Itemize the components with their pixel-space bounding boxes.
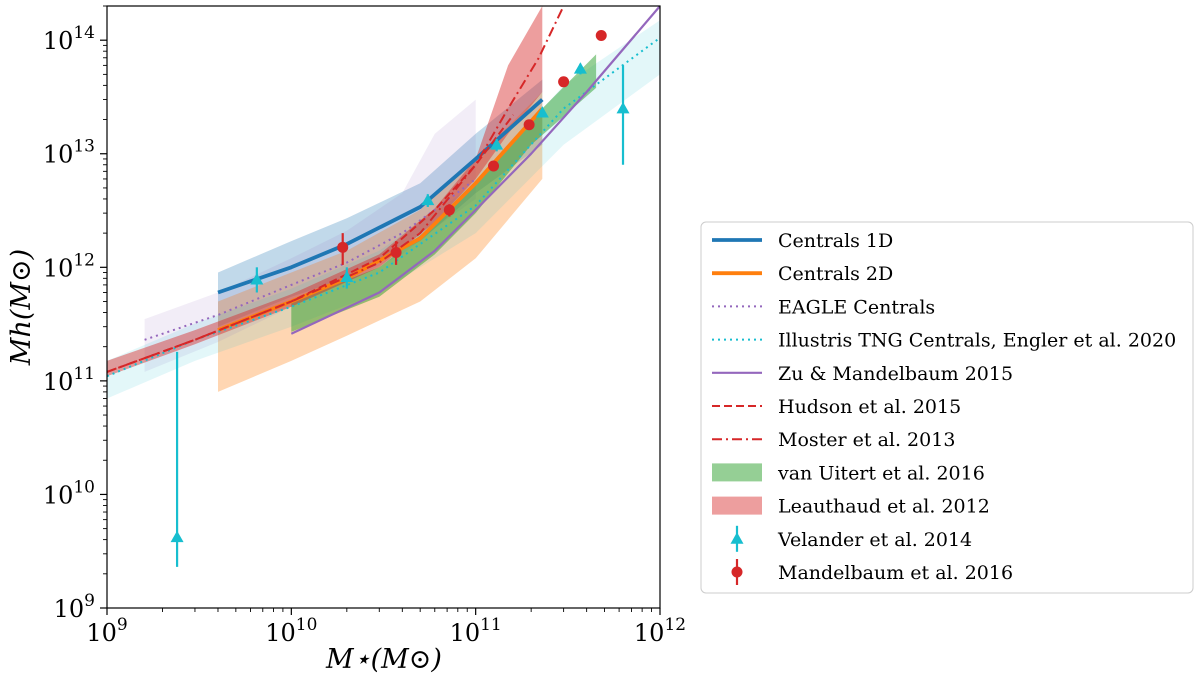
y-tick-label: 109 xyxy=(54,591,95,623)
mandelbaum-et-al-2016-point xyxy=(558,76,570,88)
mandelbaum-et-al-2016-point xyxy=(595,29,607,41)
y-tick-label: 1011 xyxy=(43,364,95,396)
zu-mandelbaum-2015-line xyxy=(290,6,660,335)
mandelbaum-et-al-2016-point xyxy=(390,247,402,259)
mandelbaum-et-al-2016-point xyxy=(523,119,535,131)
eagle-centrals-band xyxy=(144,99,476,372)
ticks-layer: 109 1010 1011 1012 109 1010 1011 1012 1013 1014 xyxy=(43,5,686,647)
mandelbaum-et-al-2016-point xyxy=(337,241,349,253)
van-uitert-et-al-2016-band xyxy=(291,54,597,332)
x-tick-label: 1012 xyxy=(634,615,686,647)
hudson-et-al-2015-line xyxy=(107,114,515,373)
x-tick-label: 1011 xyxy=(450,615,502,647)
legend-box xyxy=(700,221,1194,594)
eagle-centrals-line xyxy=(144,178,477,341)
legend-van-uitert-et-al-2016-swatch xyxy=(712,463,762,482)
legend-van-uitert-et-al-2016-label: van Uitert et al. 2016 xyxy=(777,462,985,484)
legend-leauthaud-et-al-2012-label: Leauthaud et al. 2012 xyxy=(778,496,990,518)
y-tick-label: 1014 xyxy=(43,23,95,55)
legend-mandelbaum-et-al-2016-swatch xyxy=(731,566,743,578)
mandelbaum-et-al-2016-point xyxy=(443,204,455,216)
lines-layer xyxy=(107,6,660,378)
y-tick-label: 1012 xyxy=(43,250,95,282)
leauthaud-et-al-2012-band xyxy=(107,6,543,377)
velander-et-al-2014-point xyxy=(170,530,184,543)
legend-mandelbaum-et-al-2016-label: Mandelbaum et al. 2016 xyxy=(778,562,1013,584)
y-tick-label: 1010 xyxy=(43,477,95,509)
mandelbaum-et-al-2016-point xyxy=(488,160,500,172)
x-tick-label: 1010 xyxy=(265,615,317,647)
legend-velander-et-al-2014-label: Velander et al. 2014 xyxy=(777,529,972,551)
velander-et-al-2014-point xyxy=(573,62,587,74)
plot-frame xyxy=(106,5,661,609)
legend-centrals-1d-label: Centrals 1D xyxy=(778,230,893,252)
legend-eagle-centrals-label: EAGLE Centrals xyxy=(778,296,935,318)
velander-et-al-2014-point xyxy=(250,273,264,285)
legend: Centrals 1D Centrals 2D EAGLE Centrals Illu… xyxy=(700,221,1194,594)
legend-hudson-et-al-2015-label: Hudson et al. 2015 xyxy=(778,396,961,418)
x-tick-label: 109 xyxy=(86,615,127,647)
velander-et-al-2014-point xyxy=(616,102,630,114)
velander-et-al-2014-point xyxy=(490,138,504,150)
legend-leauthaud-et-al-2012-swatch xyxy=(712,496,762,515)
legend-centrals-2d-label: Centrals 2D xyxy=(778,263,893,285)
illustris-tng-centrals-engler-et-al-2020-band xyxy=(107,20,660,399)
legend-velander-et-al-2014-swatch xyxy=(730,532,744,544)
points-layer xyxy=(170,29,630,567)
moster-et-al-2013-line xyxy=(107,6,565,373)
velander-et-al-2014-point xyxy=(340,270,354,282)
y-tick-label: 1013 xyxy=(43,137,95,169)
legend-zu-mandelbaum-2015-label: Zu & Mandelbaum 2015 xyxy=(778,363,1013,385)
velander-et-al-2014-point xyxy=(535,106,549,118)
velander-et-al-2014-point xyxy=(421,193,435,206)
bands-layer xyxy=(107,6,660,399)
x-axis-label: M⋆(M⊙) xyxy=(325,644,442,675)
y-axis-label: Mh(M⊙) xyxy=(6,249,37,366)
legend-illustris-tng-centrals-engler-et-al-2020-label: Illustris TNG Centrals, Engler et al. 20… xyxy=(778,330,1176,352)
legend-moster-et-al-2013-label: Moster et al. 2013 xyxy=(778,429,955,451)
